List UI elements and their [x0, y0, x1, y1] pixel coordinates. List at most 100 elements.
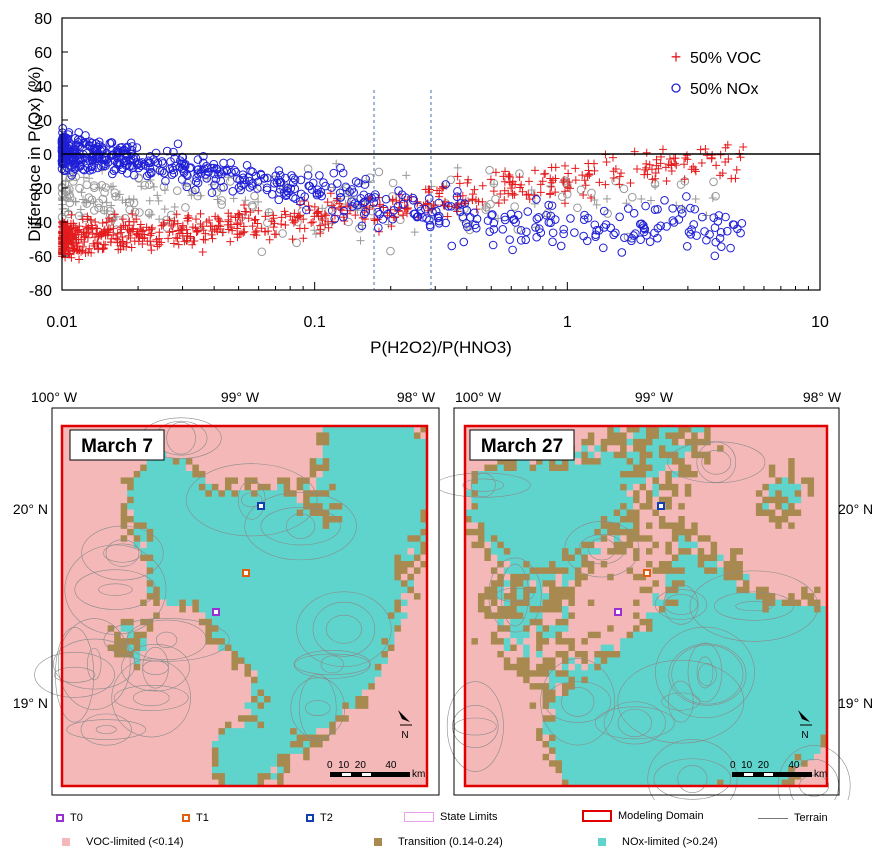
- grid-cell: [179, 471, 187, 478]
- grid-cell: [348, 541, 356, 549]
- grid-cell: [322, 689, 330, 697]
- grid-cell: [120, 747, 128, 755]
- voc-point: [680, 175, 689, 184]
- grid-cell: [413, 503, 421, 510]
- grid-cell: [407, 612, 415, 620]
- grid-cell: [264, 728, 271, 735]
- grid-cell: [303, 702, 311, 710]
- grid-cell: [127, 760, 135, 768]
- grid-cell: [205, 638, 213, 645]
- grid-cell: [81, 663, 89, 671]
- grid-cell: [270, 573, 278, 581]
- grid-cell: [270, 715, 278, 723]
- grid-cell: [81, 490, 89, 498]
- grid-cell: [114, 618, 122, 626]
- grid-cell: [264, 663, 271, 671]
- grid-cell: [400, 606, 408, 613]
- grid-cell: [251, 464, 258, 472]
- grid-cell: [211, 561, 219, 568]
- grid-cell: [322, 522, 330, 530]
- grid-cell: [361, 618, 369, 626]
- grid-cell: [407, 715, 415, 723]
- grid-cell: [691, 426, 699, 433]
- grid-cell: [133, 721, 141, 729]
- grid-cell: [244, 451, 252, 459]
- nox-point: [505, 235, 514, 244]
- grid-cell: [316, 631, 324, 639]
- nox-point: [408, 193, 418, 203]
- grid-cell: [179, 683, 187, 690]
- grid-cell: [407, 593, 415, 600]
- grid-cell: [224, 458, 232, 465]
- grid-cell: [290, 554, 298, 562]
- grid-cell: [218, 503, 226, 510]
- nox-point: [338, 168, 348, 178]
- gray-point: [149, 182, 158, 191]
- grid-cell: [140, 728, 148, 735]
- grid-cell: [179, 483, 187, 491]
- voc-point: [199, 235, 208, 244]
- grid-cell: [270, 471, 278, 478]
- grid-cell: [523, 426, 531, 433]
- grid-cell: [322, 586, 330, 594]
- grid-cell: [290, 753, 298, 761]
- grid-cell: [355, 779, 363, 787]
- grid-cell: [127, 528, 135, 536]
- grid-cell: [400, 631, 408, 639]
- grid-cell: [296, 509, 304, 517]
- grid-cell: [172, 535, 180, 543]
- grid-cell: [329, 535, 337, 543]
- voc-point: [128, 210, 137, 219]
- grid-cell: [277, 638, 285, 645]
- grid-cell: [361, 541, 369, 549]
- grid-cell: [172, 561, 180, 568]
- voc-point: [286, 212, 295, 221]
- grid-cell: [237, 728, 245, 735]
- grid-cell: [192, 586, 200, 594]
- grid-cell: [283, 715, 291, 723]
- grid-cell: [335, 580, 343, 588]
- grid-cell: [172, 528, 180, 536]
- grid-cell: [374, 683, 382, 690]
- grid-cell: [407, 760, 415, 768]
- grid-cell: [335, 593, 343, 600]
- voc-point: [65, 250, 74, 259]
- voc-point: [424, 185, 433, 194]
- grid-cell: [296, 683, 304, 690]
- grid-cell: [394, 644, 402, 652]
- grid-cell: [251, 696, 258, 703]
- grid-cell: [335, 464, 343, 472]
- grid-cell: [133, 477, 141, 485]
- grid-cell: [146, 779, 154, 787]
- nox-point: [566, 214, 575, 223]
- grid-cell: [257, 728, 265, 735]
- grid-cell: [322, 708, 330, 716]
- grid-cell: [322, 696, 330, 703]
- grid-cell: [62, 741, 69, 748]
- grid-cell: [420, 779, 428, 787]
- grid-cell: [218, 631, 226, 639]
- grid-cell: [309, 490, 317, 498]
- grid-cell: [316, 445, 324, 453]
- voc-point: [294, 212, 303, 221]
- grid-cell: [224, 741, 232, 748]
- grid-cell: [224, 638, 232, 645]
- grid-cell: [62, 445, 69, 453]
- grid-cell: [270, 483, 278, 491]
- grid-cell: [290, 548, 298, 555]
- grid-cell: [75, 586, 82, 594]
- grid-cell: [231, 516, 239, 523]
- voc-point: [667, 166, 676, 175]
- gray-point: [646, 196, 655, 205]
- grid-cell: [114, 490, 122, 498]
- voc-point: [67, 229, 76, 238]
- grid-cell: [277, 567, 285, 575]
- grid-cell: [413, 490, 421, 498]
- voc-point: [455, 179, 464, 188]
- grid-cell: [820, 426, 828, 433]
- grid-cell: [335, 451, 343, 459]
- grid-cell: [355, 490, 363, 498]
- grid-cell: [198, 715, 206, 723]
- grid-cell: [270, 644, 278, 652]
- grid-cell: [335, 516, 343, 523]
